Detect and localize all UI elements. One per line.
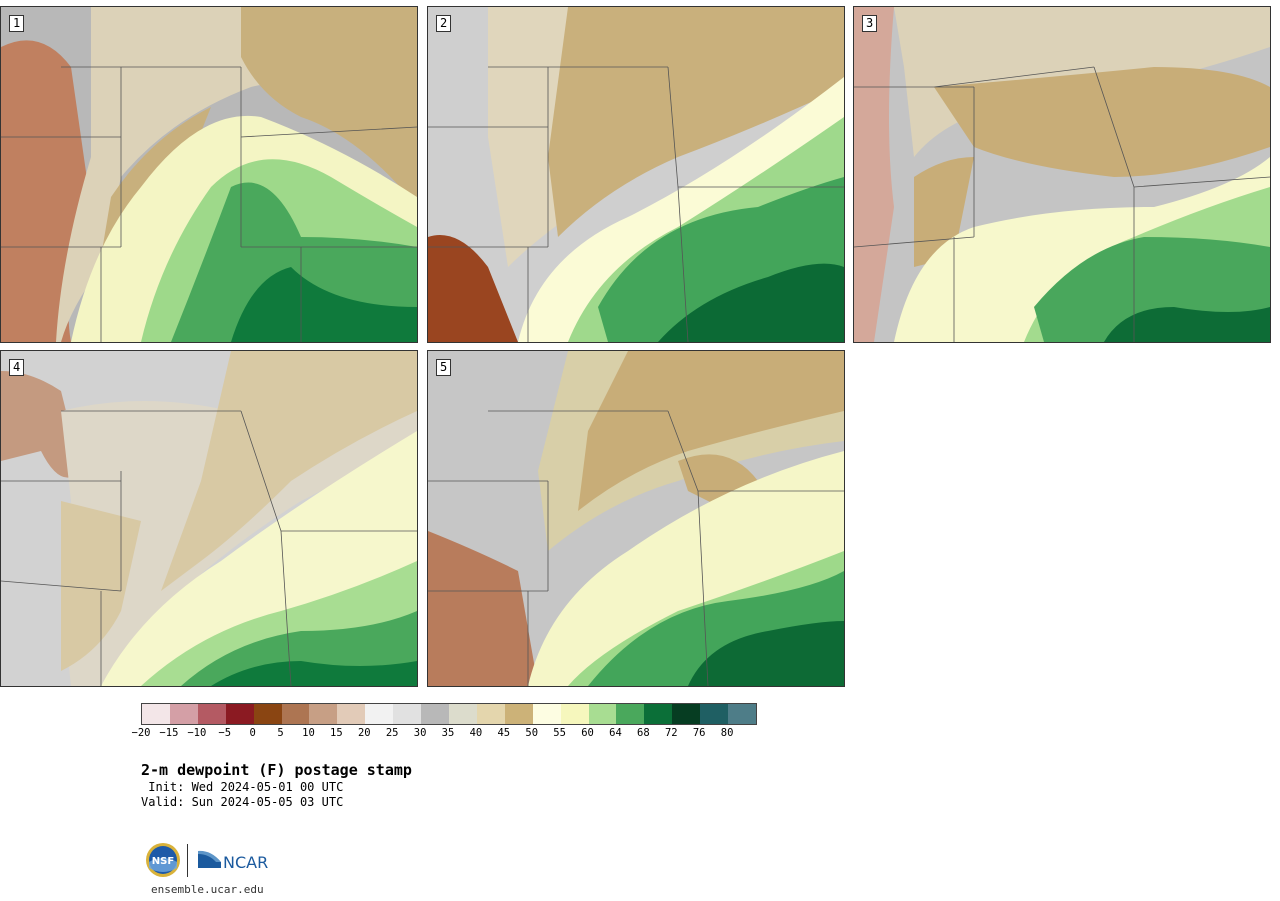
colorbar-swatch — [672, 704, 701, 724]
dewpoint-region — [658, 263, 844, 342]
colorbar-swatch — [448, 704, 477, 724]
map-panel-5: 5 — [427, 350, 845, 687]
dewpoint-region — [428, 531, 538, 686]
valid-time: Valid: Sun 2024-05-05 03 UTC — [141, 795, 344, 809]
map-panel-2: 2 — [427, 6, 845, 343]
ncar-logo: NCAR — [197, 848, 273, 878]
dewpoint-map-4 — [1, 351, 417, 686]
colorbar-tick-label: 55 — [553, 727, 566, 739]
dewpoint-map-5 — [428, 351, 844, 686]
colorbar-swatch — [393, 704, 422, 724]
colorbar-tick-label: 50 — [525, 727, 539, 739]
panel-number-3: 3 — [862, 15, 878, 32]
colorbar-tick-label: 60 — [581, 727, 594, 739]
dewpoint-map-2 — [428, 7, 844, 342]
dewpoint-region — [241, 7, 417, 207]
colorbar-swatch — [142, 704, 170, 724]
map-panel-1: 1 — [0, 6, 418, 343]
colorbar-swatch — [532, 704, 561, 724]
colorbar-tick-label: 10 — [302, 727, 315, 739]
dewpoint-map-3 — [854, 7, 1270, 342]
chart-title: 2-m dewpoint (F) postage stamp — [141, 761, 412, 779]
colorbar-swatch — [169, 704, 198, 724]
colorbar-tick-label: −5 — [218, 727, 232, 739]
colorbar-swatch — [225, 704, 254, 724]
dewpoint-region — [1, 371, 81, 478]
colorbar-tick-label: 76 — [692, 727, 706, 739]
dewpoint-region — [56, 7, 417, 342]
colorbar-tick-label: 68 — [637, 727, 650, 739]
colorbar-tick-label: 15 — [330, 727, 343, 739]
map-panel-4: 4 — [0, 350, 418, 687]
dewpoint-map-1 — [1, 7, 417, 342]
dewpoint-region — [934, 67, 1270, 177]
colorbar-tick-label: −20 — [131, 727, 151, 739]
map-panel-3: 3 — [853, 6, 1271, 343]
dewpoint-region — [578, 351, 844, 511]
colorbar-swatch — [253, 704, 282, 724]
state-borders — [428, 66, 844, 342]
state-borders — [854, 66, 1270, 342]
colorbar-swatch — [337, 704, 366, 724]
dewpoint-region — [854, 7, 894, 342]
colorbar-tick-label: 35 — [441, 727, 455, 739]
colorbar-tick-label: −15 — [159, 727, 179, 739]
init-time: Init: Wed 2024-05-01 00 UTC — [141, 780, 344, 794]
logo-divider — [187, 844, 188, 877]
state-borders — [1, 66, 417, 342]
site-url: ensemble.ucar.edu — [151, 883, 264, 896]
colorbar-tick-label: 0 — [249, 727, 256, 739]
dewpoint-region — [548, 7, 844, 237]
colorbar-swatch — [309, 704, 338, 724]
panel-number-5: 5 — [436, 359, 452, 376]
dewpoint-region — [1104, 307, 1270, 342]
state-borders — [1, 410, 417, 686]
colorbar-swatch — [728, 704, 756, 724]
nsf-logo-text: NSF — [152, 856, 174, 867]
panel-number-2: 2 — [436, 15, 452, 32]
dewpoint-region — [428, 235, 518, 342]
colorbar-tick-label: −10 — [187, 727, 207, 739]
colorbar-ticks: −20 −15 −10 −5 0 5 10 15 20 25 30 35 40 45 50 55 60 64 68 7… — [132, 727, 755, 741]
colorbar-tick-label: 64 — [609, 727, 622, 739]
colorbar-tick-label: 80 — [720, 727, 734, 739]
colorbar-swatch — [588, 704, 617, 724]
colorbar-swatch — [616, 704, 645, 724]
dewpoint-region — [914, 157, 974, 267]
colorbar-swatch — [504, 704, 533, 724]
colorbar-swatch — [421, 704, 449, 724]
state-borders — [428, 410, 844, 686]
ncar-logo-text: NCAR — [223, 853, 268, 872]
panel-number-1: 1 — [9, 15, 25, 32]
colorbar-tick-label: 40 — [469, 727, 483, 739]
dewpoint-region — [211, 661, 417, 686]
colorbar-tick-label: 30 — [413, 727, 427, 739]
colorbar-tick-label: 45 — [497, 727, 511, 739]
colorbar-tick-label: 20 — [357, 727, 371, 739]
nsf-logo: NSF — [145, 842, 181, 882]
colorbar-swatch — [560, 704, 589, 724]
colorbar-swatch — [281, 704, 310, 724]
colorbar-swatch — [700, 704, 729, 724]
colorbar — [141, 703, 757, 725]
dewpoint-region — [231, 267, 417, 342]
colorbar-swatch — [365, 704, 394, 724]
colorbar-tick-label: 72 — [664, 727, 678, 739]
colorbar-tick-label: 25 — [385, 727, 399, 739]
colorbar-tick-label: 5 — [277, 727, 284, 739]
colorbar-swatch — [644, 704, 673, 724]
colorbar-swatch — [197, 704, 226, 724]
dewpoint-region — [688, 621, 844, 686]
panel-number-4: 4 — [9, 359, 25, 376]
colorbar-swatch — [476, 704, 505, 724]
